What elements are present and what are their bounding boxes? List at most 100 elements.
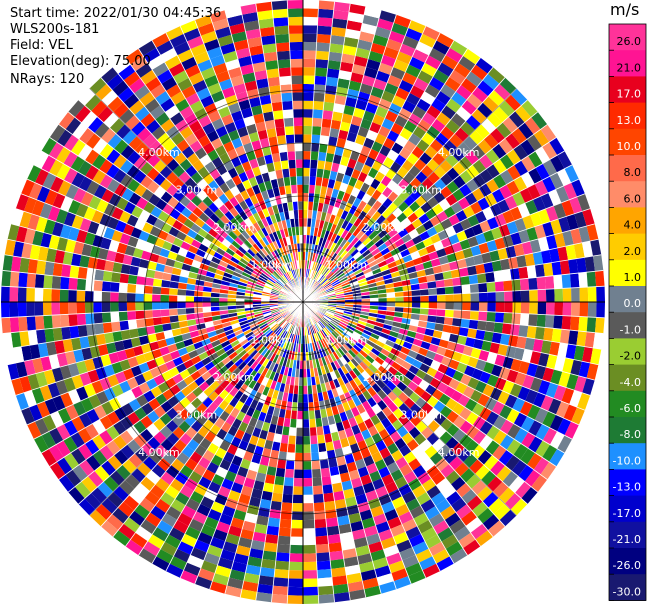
gate-cell: [470, 523, 488, 540]
gate-cell: [316, 552, 331, 562]
gate-cell: [27, 373, 40, 391]
gate-cell: [290, 342, 295, 352]
gate-cell: [321, 356, 328, 366]
gate-cell: [160, 294, 169, 302]
gate-cell: [135, 238, 147, 251]
gate-cell: [259, 567, 275, 578]
gate-cell: [328, 380, 337, 390]
gate-cell: [157, 132, 171, 147]
gate-cell: [103, 203, 117, 217]
gate-cell: [386, 380, 397, 391]
gate-cell: [243, 268, 253, 276]
gate-cell: [324, 500, 336, 511]
gate-cell: [239, 458, 252, 470]
gate-cell: [487, 520, 506, 537]
gate-cell: [178, 320, 189, 329]
gate-cell: [220, 214, 230, 225]
gate-cell: [171, 458, 185, 472]
gate-cell: [341, 480, 353, 491]
gate-cell: [563, 404, 578, 422]
gate-cell: [286, 452, 296, 462]
gate-cell: [343, 310, 353, 315]
gate-cell: [292, 503, 303, 512]
gate-cell: [343, 329, 353, 337]
gate-cell: [520, 448, 536, 465]
gate-cell: [276, 248, 283, 258]
gate-cell: [421, 478, 437, 492]
gate-cell: [24, 359, 36, 376]
gate-cell: [161, 279, 171, 288]
gate-cell: [288, 333, 293, 342]
gate-cell: [81, 111, 98, 128]
gate-cell: [155, 498, 171, 514]
gate-cell: [303, 369, 307, 378]
gate-cell: [106, 514, 124, 531]
gate-cell: [290, 536, 303, 546]
gate-cell: [333, 314, 343, 320]
gate-cell: [230, 339, 240, 348]
gate-cell: [196, 503, 211, 517]
gate-cell: [111, 383, 124, 398]
gate-cell: [227, 490, 241, 502]
gate-cell: [101, 291, 111, 302]
gate-cell: [279, 277, 287, 285]
gate-cell: [478, 311, 488, 322]
gate-cell: [106, 425, 120, 441]
gate-cell: [313, 341, 319, 351]
gate-cell: [363, 455, 375, 467]
gate-cell: [234, 380, 244, 391]
gate-cell: [443, 316, 454, 326]
gate-cell: [215, 466, 228, 479]
gate-cell: [68, 226, 80, 242]
gate-cell: [287, 341, 293, 351]
gate-cell: [312, 477, 323, 487]
gate-cell: [408, 458, 422, 471]
gate-cell: [242, 450, 254, 462]
gate-cell: [475, 530, 494, 547]
gate-cell: [378, 306, 387, 311]
gate-cell: [535, 423, 550, 441]
gate-cell: [138, 382, 151, 395]
gate-cell: [27, 330, 38, 346]
gate-cell: [280, 400, 288, 410]
gate-cell: [499, 333, 511, 346]
colorbar-tick-label: 0.0: [624, 297, 642, 310]
gate-cell: [278, 408, 286, 418]
gate-cell: [428, 513, 445, 528]
gate-cell: [499, 509, 517, 527]
gate-cell: [381, 361, 392, 371]
gate-cell: [138, 362, 150, 374]
gate-cell: [263, 312, 272, 317]
gate-cell: [229, 185, 241, 197]
gate-cell: [35, 371, 48, 388]
gate-cell: [347, 581, 364, 592]
gate-cell: [374, 565, 392, 578]
gate-cell: [255, 592, 273, 603]
gate-cell: [276, 459, 287, 469]
gate-cell: [286, 314, 293, 322]
gate-cell: [525, 389, 538, 405]
gate-cell: [280, 330, 287, 339]
gate-cell: [130, 336, 141, 348]
gate-cell: [209, 335, 219, 343]
gate-cell: [55, 208, 68, 225]
gate-cell: [128, 78, 146, 94]
gate-cell: [26, 287, 35, 302]
gate-cell: [324, 326, 332, 335]
gate-cell: [243, 217, 253, 228]
gate-cell: [143, 302, 153, 311]
gate-cell: [465, 439, 479, 454]
gate-cell: [532, 392, 546, 408]
gate-cell: [234, 390, 244, 401]
gate-cell: [393, 531, 409, 545]
gate-cell: [133, 434, 148, 448]
gate-cell: [1, 302, 10, 318]
gate-cell: [330, 431, 340, 442]
gate-cell: [198, 243, 209, 253]
gate-cell: [282, 311, 290, 318]
gate-cell: [250, 234, 259, 244]
gate-cell: [403, 397, 416, 409]
gate-cell: [340, 333, 349, 342]
gate-cell: [243, 207, 253, 218]
gate-cell: [271, 334, 279, 343]
